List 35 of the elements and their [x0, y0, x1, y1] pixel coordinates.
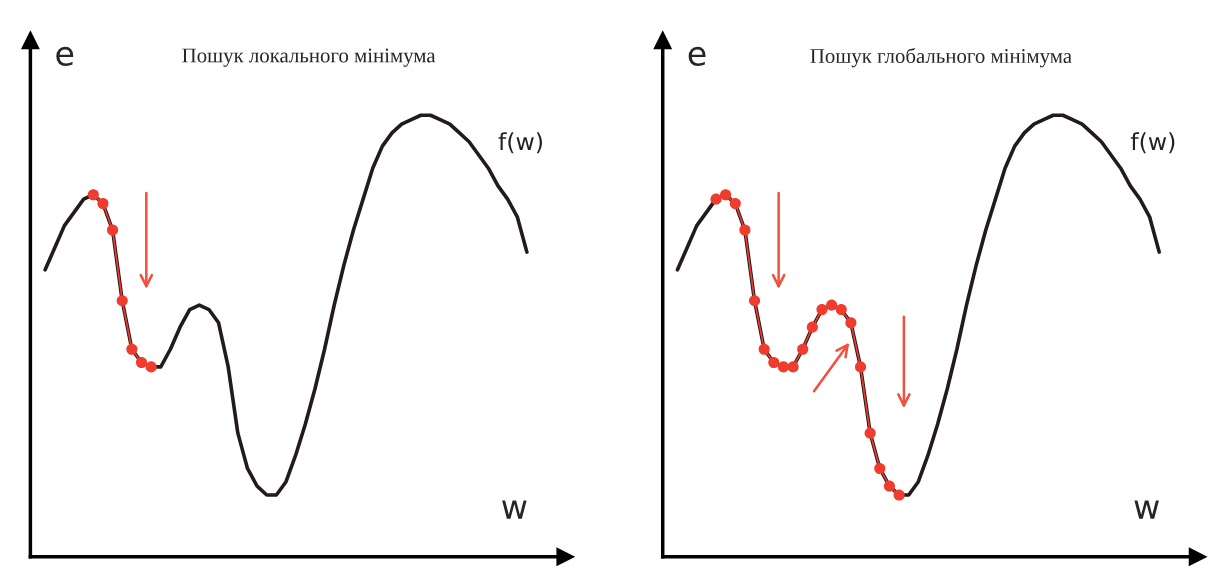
y-axis-title: e [56, 46, 74, 66]
point [864, 427, 876, 439]
chart-title: Пошук глобального мінімума [810, 47, 1072, 68]
point [816, 303, 828, 316]
point [145, 361, 157, 373]
point [135, 356, 148, 369]
point [710, 193, 722, 205]
point [739, 224, 751, 236]
point [116, 295, 128, 307]
point [758, 343, 770, 355]
series-label: f(w) [1130, 132, 1175, 154]
y-axis-title: e [688, 46, 706, 66]
point [787, 361, 799, 373]
point [845, 317, 857, 329]
series-label: f(w) [498, 132, 543, 154]
point [720, 189, 732, 201]
chart-title: Пошук локального мінімума [182, 48, 436, 67]
x-axis-title: w [1134, 500, 1159, 519]
point [777, 361, 789, 373]
point [883, 480, 895, 492]
point [748, 295, 761, 307]
point [87, 189, 99, 201]
point [826, 299, 838, 311]
point [806, 321, 818, 333]
point [893, 489, 905, 501]
point [107, 224, 119, 236]
point [768, 356, 780, 369]
x-axis-title: w [502, 500, 527, 519]
point [97, 197, 109, 210]
point [874, 462, 886, 475]
point [797, 343, 809, 355]
point [729, 197, 741, 210]
point [854, 361, 867, 373]
point [126, 343, 138, 355]
point [835, 303, 847, 316]
